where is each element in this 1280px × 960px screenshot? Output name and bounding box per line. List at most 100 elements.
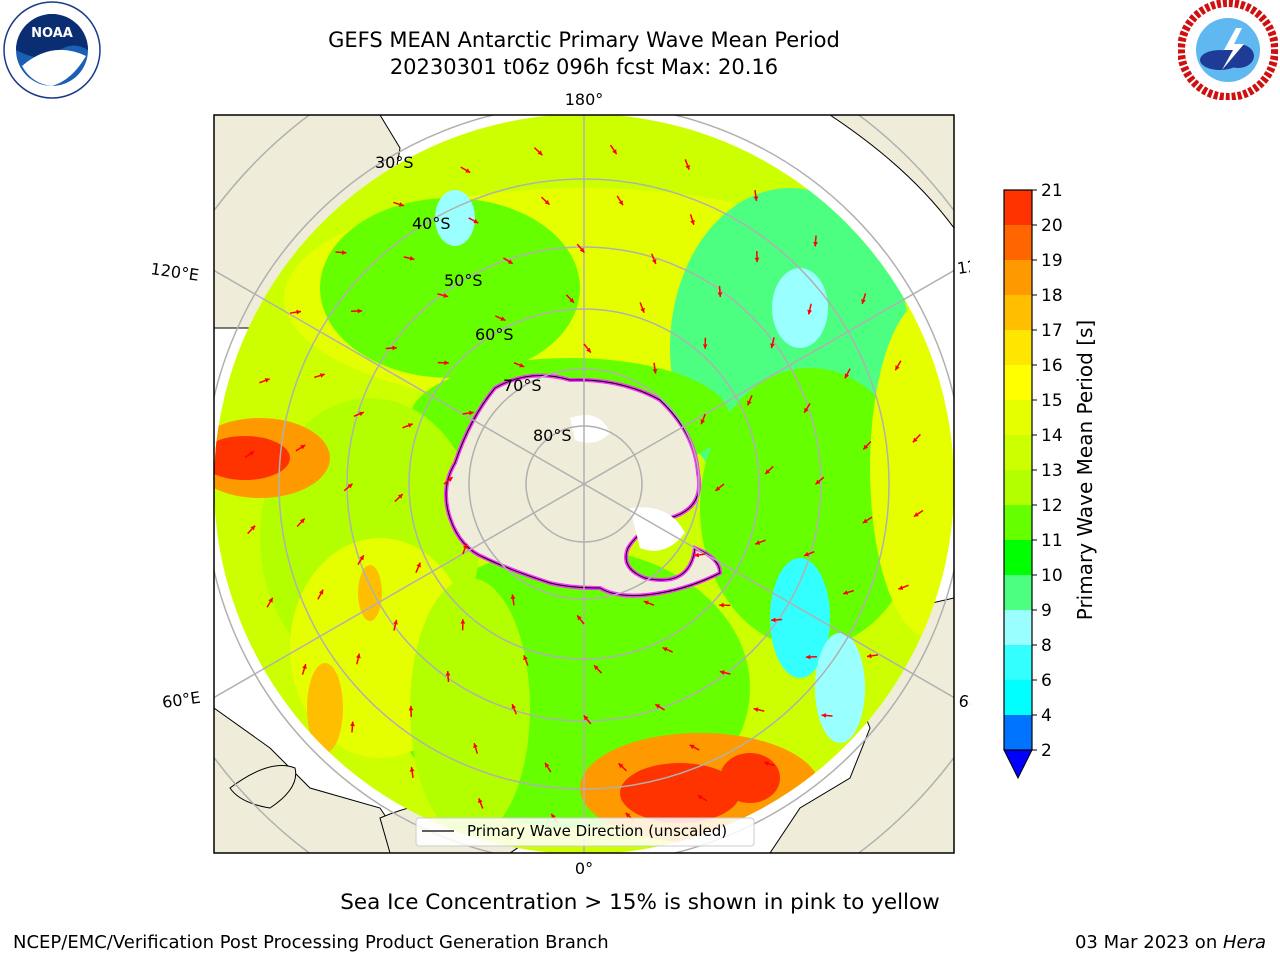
wave-arrow [694, 552, 706, 558]
graticule [214, 115, 954, 853]
wave-arrow [301, 663, 307, 675]
wave-arrow [565, 294, 575, 304]
lat-label-50s: 50°S [444, 271, 483, 290]
wave-arrow [583, 343, 592, 354]
lat-label-80s: 80°S [533, 426, 572, 445]
colorbar-segment [1004, 190, 1032, 225]
colorbar-segment [1004, 540, 1032, 575]
wave-arrow [540, 196, 551, 206]
wave-direction-arrows [244, 144, 924, 824]
colorbar-segment [1004, 470, 1032, 505]
wave-arrow [513, 362, 525, 368]
colorbar-tick-label: 19 [1041, 251, 1063, 271]
wave-arrow [652, 362, 658, 374]
wave-arrow [770, 337, 775, 349]
wave-arrow [697, 794, 708, 802]
wave-arrow [593, 664, 603, 674]
colorbar-ticks: 2 4 6 8 9 10 11 12 13 14 15 16 17 18 19 20 21 [1032, 181, 1063, 761]
wave-arrow [650, 253, 657, 265]
wave-arrow [314, 373, 326, 379]
wave-arrow [689, 744, 700, 751]
map-subtitle: 20230301 t06z 096h fcst Max: 20.16 [389, 55, 779, 79]
wave-arrow [805, 654, 817, 660]
wave-arrow [754, 251, 760, 263]
wave-arrow [353, 411, 365, 418]
footer-date-text: 03 Mar 2023 on [1074, 932, 1223, 953]
sea-ice-note: Sea Ice Concentration > 15% is shown in … [340, 890, 940, 915]
wave-arrow [576, 243, 585, 253]
wave-arrow [753, 707, 765, 712]
wave-arrow [289, 309, 302, 315]
lon-label-120w: 120°W [956, 252, 970, 278]
wave-arrow [861, 293, 867, 305]
wave-arrow [717, 285, 723, 297]
wave-arrow [437, 360, 449, 366]
colorbar-tick-label: 20 [1041, 216, 1063, 236]
wave-arrow [866, 653, 879, 659]
wave-arrow [385, 345, 397, 351]
wave-arrow [247, 525, 256, 535]
wave-arrow [402, 423, 414, 429]
wave-arrow [862, 516, 873, 524]
wave-arrow [862, 440, 872, 451]
wave-arrow [510, 594, 516, 606]
wave-arrow [684, 159, 690, 170]
colorbar-tick-label: 16 [1041, 356, 1063, 376]
colorbar-tick-label: 9 [1041, 601, 1052, 621]
colorbar-segment [1004, 295, 1032, 330]
wave-arrow [478, 798, 484, 809]
wave-arrow [266, 597, 274, 608]
wave-arrow [415, 562, 422, 573]
wave-arrow [700, 413, 706, 425]
wave-arrow [894, 360, 902, 371]
wave-arrow [771, 617, 783, 623]
colorbar-segment [1004, 400, 1032, 435]
wave-arrow [689, 214, 695, 226]
wave-arrow [576, 614, 585, 625]
colorbar-segments [1003, 189, 1033, 780]
wave-arrow [753, 189, 759, 202]
colorbar-segment [1004, 435, 1032, 470]
colorbar-tick-label: 14 [1041, 426, 1063, 446]
wave-arrow [357, 554, 365, 565]
colorbar-segment [1004, 505, 1032, 540]
colorbar-tick-label: 15 [1041, 391, 1063, 411]
wave-arrow [394, 493, 404, 503]
wave-arrow [609, 144, 618, 155]
wave-arrow [393, 619, 398, 631]
wave-arrow [462, 543, 468, 555]
lon-label-180: 180° [565, 90, 604, 109]
colorbar-label: Primary Wave Mean Period [s] [1073, 319, 1097, 621]
colorbar-tick-label: 18 [1041, 286, 1063, 306]
colorbar-segment [1004, 610, 1032, 645]
lat-label-40s: 40°S [412, 214, 451, 233]
wave-arrow [746, 395, 753, 406]
lon-label-60e: 60°E [161, 688, 202, 712]
wave-arrow [393, 201, 405, 207]
wave-arrow [244, 450, 255, 459]
colorbar-under-extension [1003, 749, 1033, 780]
wave-arrow [296, 517, 306, 528]
wave-arrow [317, 589, 324, 600]
colorbar-segment [1004, 330, 1032, 365]
lat-label-30s: 30°S [375, 153, 414, 172]
map-legend: Primary Wave Direction (unscaled) [415, 817, 755, 847]
colorbar-tick-label: 11 [1041, 531, 1063, 551]
wave-arrow [511, 703, 518, 715]
wave-arrow [616, 195, 624, 206]
wave-arrow [754, 539, 766, 545]
footer-machine: Hera [1222, 932, 1266, 953]
wave-arrow [815, 476, 825, 485]
wave-arrow [408, 705, 414, 717]
colorbar-tick-label: 4 [1041, 706, 1052, 726]
wave-arrow [295, 444, 306, 452]
wave-arrow [617, 762, 628, 772]
wave-arrow [356, 653, 361, 665]
wave-arrow [544, 762, 552, 773]
wave-arrow [460, 619, 466, 631]
map-title: GEFS MEAN Antarctic Primary Wave Mean Pe… [328, 28, 840, 52]
wave-arrow [445, 671, 451, 683]
wave-arrow [523, 654, 529, 666]
wave-arrow [844, 368, 851, 379]
colorbar-tick-label: 12 [1041, 496, 1063, 516]
